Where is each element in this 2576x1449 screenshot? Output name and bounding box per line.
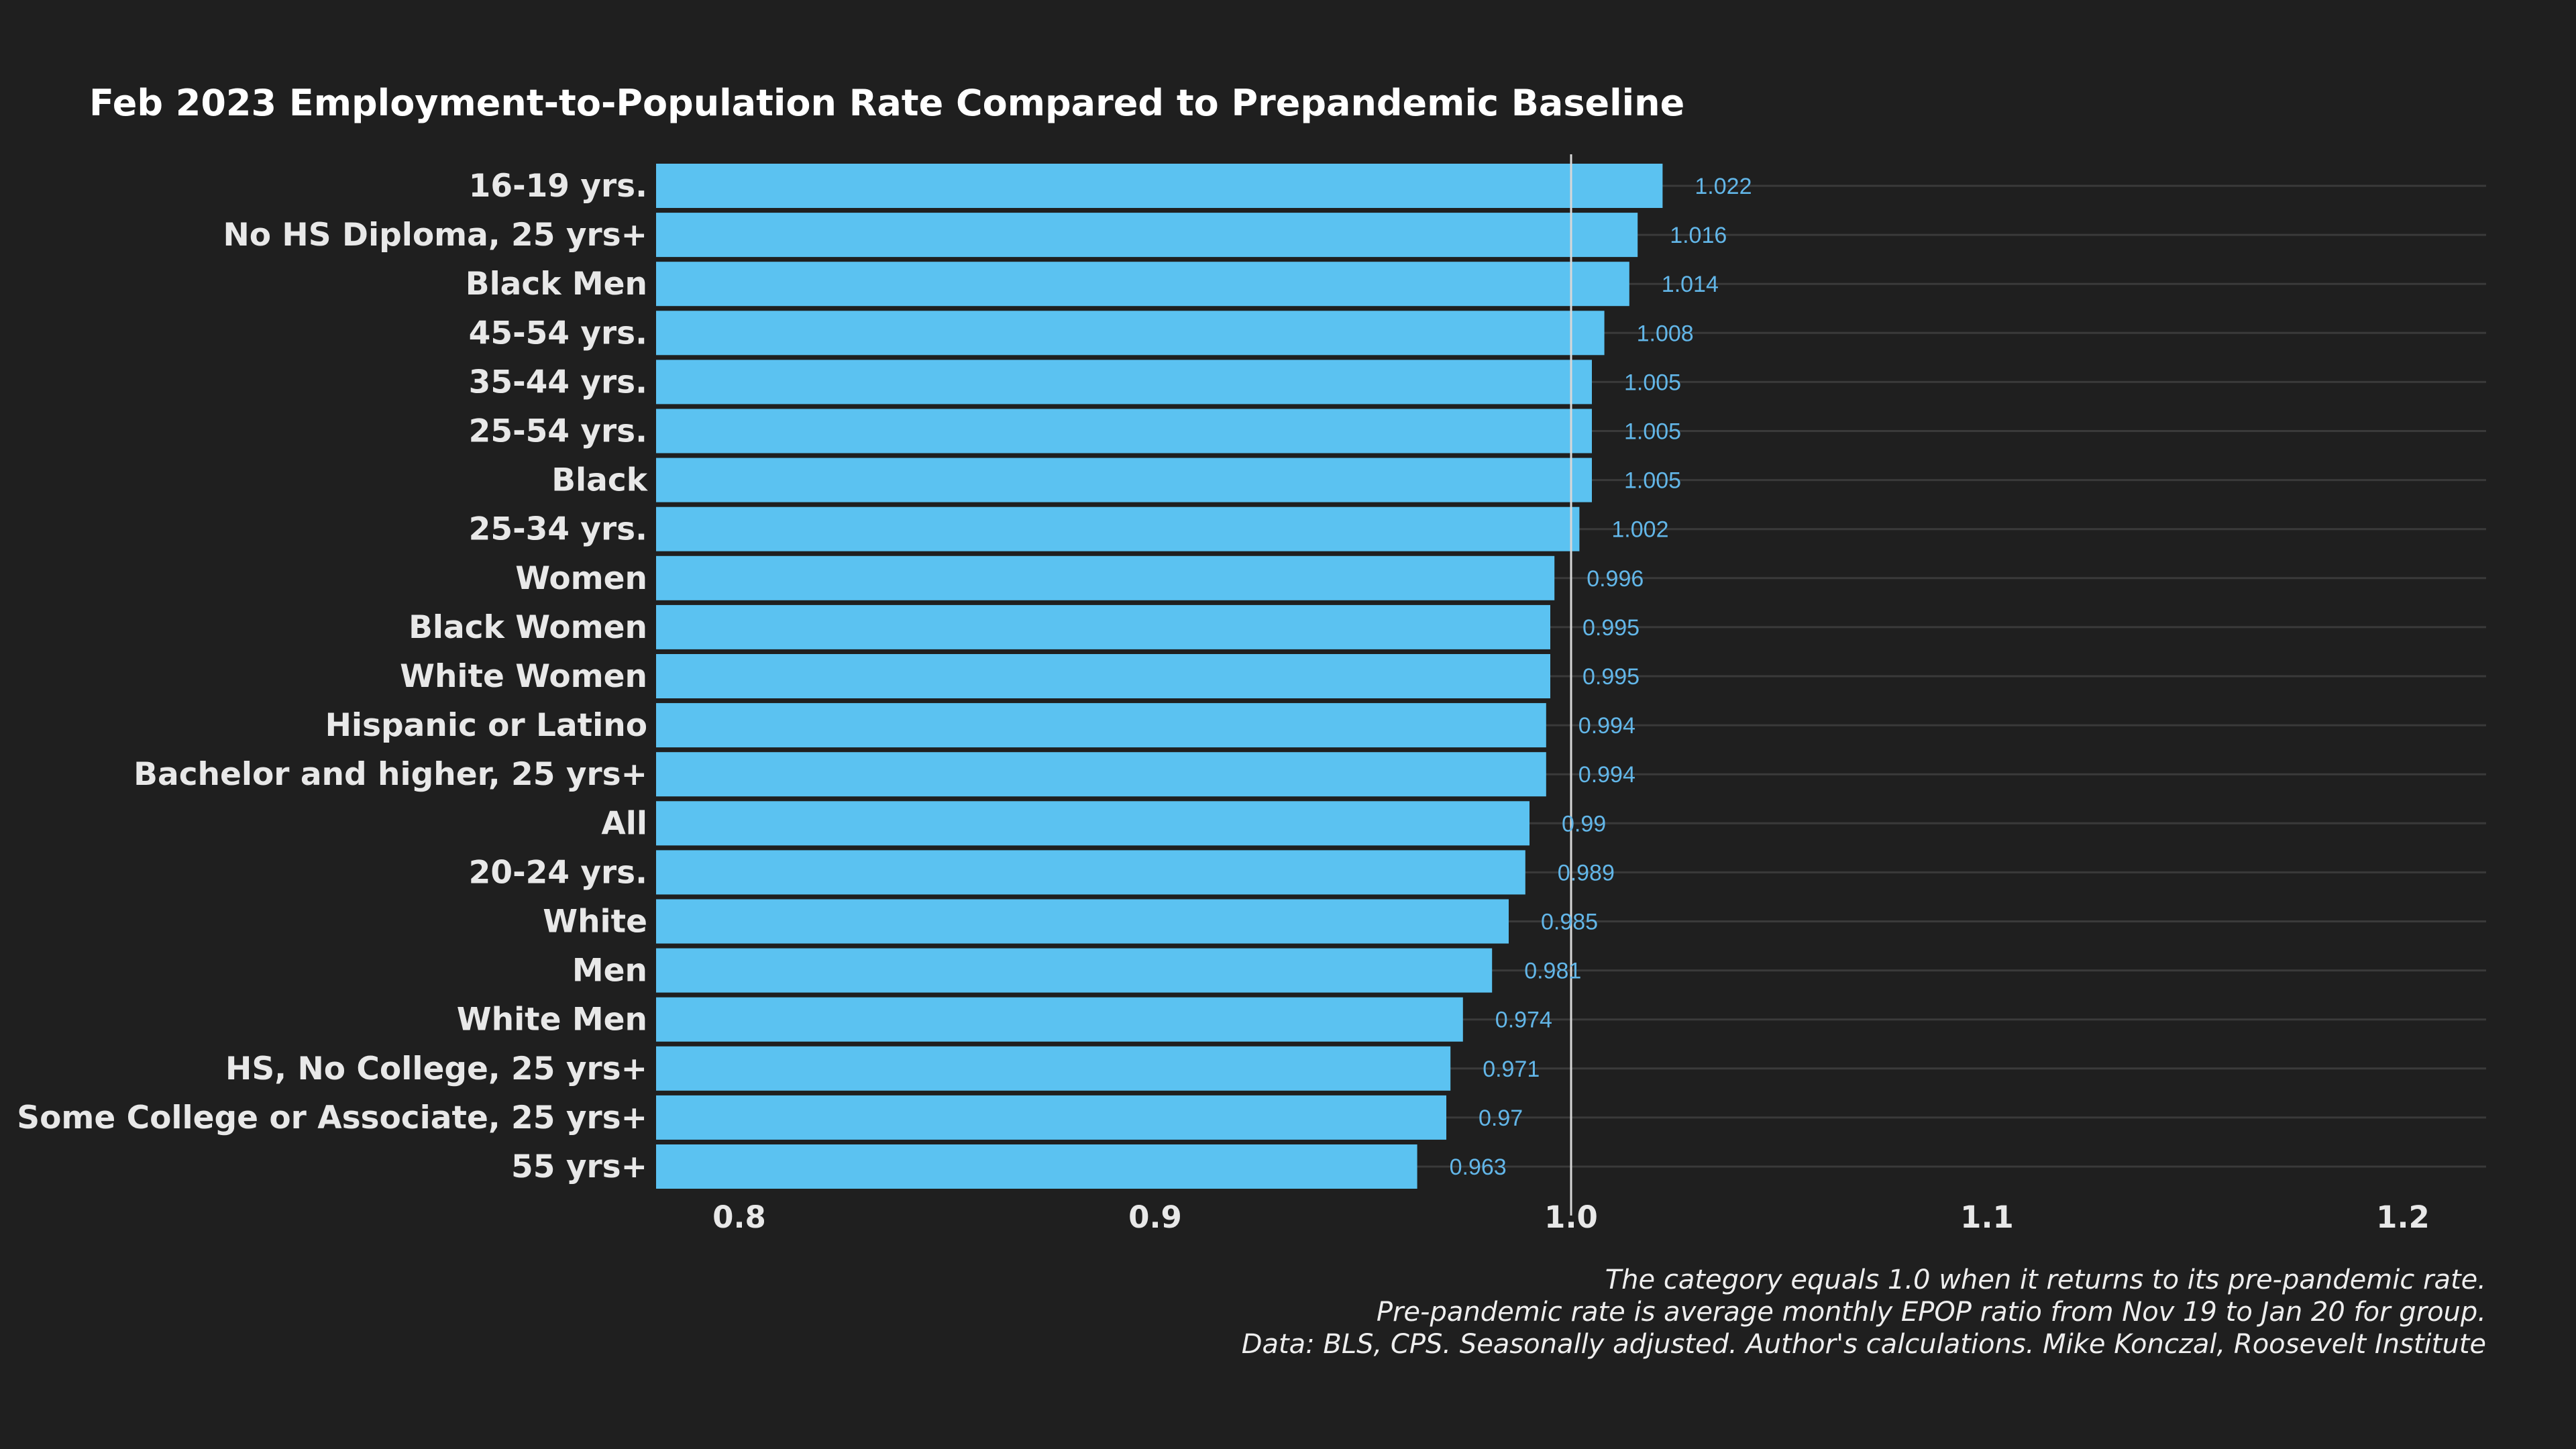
- bar: [656, 409, 1592, 453]
- bar-value-label: 1.008: [1637, 321, 1694, 346]
- bar-value-label: 0.994: [1578, 762, 1635, 788]
- category-label: Black Women: [409, 609, 647, 646]
- bars: [656, 164, 1663, 1189]
- category-label: All: [601, 805, 647, 842]
- bar: [656, 604, 1550, 649]
- bar: [656, 458, 1592, 502]
- bar: [656, 360, 1592, 405]
- caption-line-2: Pre-pandemic rate is average monthly EPO…: [1377, 1297, 2486, 1328]
- bar: [656, 948, 1493, 993]
- category-label: White: [543, 904, 647, 941]
- bar: [656, 997, 1463, 1042]
- category-label: Hispanic or Latino: [325, 707, 647, 744]
- bar-value-label: 1.016: [1670, 223, 1727, 248]
- category-label: 25-54 yrs.: [469, 413, 647, 450]
- category-labels: 16-19 yrs. No HS Diploma, 25 yrs+ Black Me…: [17, 168, 648, 1185]
- bar: [656, 213, 1638, 258]
- bar-value-label: 1.005: [1624, 370, 1681, 395]
- bar: [656, 703, 1546, 748]
- bar-value-label: 0.995: [1582, 615, 1640, 641]
- x-tick-label: 1.0: [1544, 1199, 1598, 1235]
- category-label: 16-19 yrs.: [469, 168, 647, 205]
- bar: [656, 164, 1663, 208]
- bar: [656, 654, 1550, 698]
- x-tick-label: 0.9: [1128, 1199, 1182, 1235]
- bar: [656, 1095, 1446, 1140]
- x-tick-label: 1.1: [1960, 1199, 2014, 1235]
- category-label: Black Men: [466, 266, 647, 303]
- category-label: 35-44 yrs.: [469, 364, 647, 400]
- bar: [656, 1144, 1417, 1189]
- value-labels: 1.022 1.016 1.014 1.008 1.005 1.005 1.005 1.002…: [1450, 174, 1752, 1180]
- x-tick-label: 0.8: [712, 1199, 766, 1235]
- category-label: Bachelor and higher, 25 yrs+: [133, 756, 647, 793]
- caption: The category equals 1.0 when it returns …: [1242, 1265, 2486, 1360]
- bar-value-label: 0.97: [1479, 1106, 1523, 1131]
- x-tick-label: 1.2: [2376, 1199, 2430, 1235]
- bar: [656, 801, 1529, 846]
- bar: [656, 311, 1605, 356]
- category-label: HS, No College, 25 yrs+: [225, 1051, 647, 1087]
- category-label: No HS Diploma, 25 yrs+: [223, 217, 647, 254]
- bar-value-label: 1.005: [1624, 419, 1681, 445]
- bar-value-label: 1.005: [1624, 468, 1681, 494]
- chart-title: Feb 2023 Employment-to-Population Rate C…: [89, 82, 1684, 124]
- bar: [656, 899, 1509, 944]
- bar-value-label: 0.994: [1578, 713, 1635, 739]
- x-axis-tick-labels: 0.8 0.9 1.0 1.1 1.2: [712, 1199, 2430, 1235]
- category-label: Women: [515, 560, 647, 597]
- category-label: 25-34 yrs.: [469, 511, 647, 548]
- caption-line-3: Data: BLS, CPS. Seasonally adjusted. Aut…: [1242, 1329, 2486, 1360]
- category-label: White Women: [400, 658, 647, 695]
- bar: [656, 1046, 1451, 1091]
- bar: [656, 262, 1629, 307]
- bar-value-label: 0.989: [1558, 860, 1615, 885]
- bar-value-label: 1.002: [1611, 517, 1668, 543]
- category-label: Some College or Associate, 25 yrs+: [17, 1099, 647, 1136]
- bar-value-label: 0.974: [1495, 1008, 1552, 1033]
- bar-value-label: 0.99: [1562, 811, 1606, 837]
- category-label: 55 yrs+: [511, 1148, 647, 1185]
- category-label: Men: [572, 953, 647, 989]
- bar: [656, 850, 1525, 895]
- bar: [656, 752, 1546, 797]
- bar-value-label: 0.971: [1483, 1057, 1540, 1082]
- category-label: 45-54 yrs.: [469, 315, 647, 352]
- category-label: Black: [551, 462, 649, 499]
- bar: [656, 555, 1555, 600]
- category-label: White Men: [457, 1002, 647, 1038]
- bar-value-label: 1.014: [1662, 272, 1719, 297]
- bar-value-label: 0.995: [1582, 664, 1640, 690]
- caption-line-1: The category equals 1.0 when it returns …: [1605, 1265, 2486, 1295]
- bar-value-label: 1.022: [1695, 174, 1752, 199]
- bar-value-label: 0.985: [1541, 910, 1598, 935]
- bar-value-label: 0.996: [1587, 566, 1644, 592]
- bar-value-label: 0.963: [1450, 1155, 1507, 1180]
- category-label: 20-24 yrs.: [469, 854, 647, 891]
- bar-value-label: 0.981: [1524, 959, 1581, 984]
- bar: [656, 506, 1580, 551]
